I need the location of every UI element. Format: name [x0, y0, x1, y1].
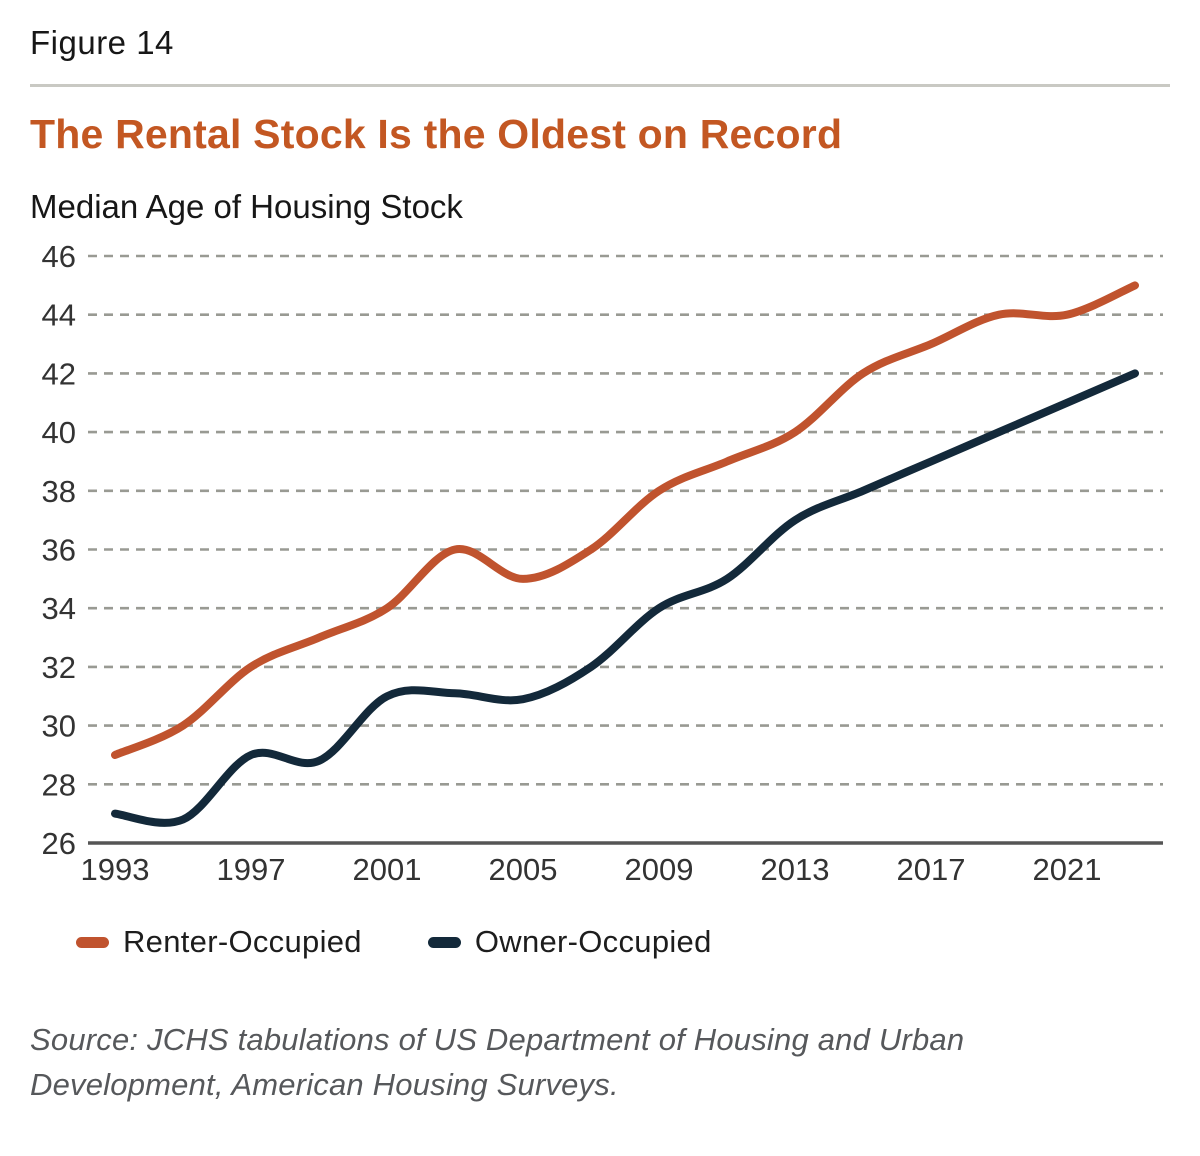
x-tick-label: 2013 [761, 852, 830, 887]
y-tick-label: 46 [42, 239, 76, 274]
figure-label: Figure 14 [30, 24, 174, 61]
y-tick-label: 40 [42, 415, 76, 450]
x-tick-label: 2017 [897, 852, 966, 887]
renter-line [111, 281, 1139, 759]
source-note: Source: JCHS tabulations of US Departmen… [30, 1022, 965, 1102]
renter-line-swatch-icon [76, 936, 109, 948]
x-tick-label: 2005 [489, 852, 558, 887]
legend: Renter-Occupied Owner-Occupied [76, 924, 1170, 960]
y-tick-label: 42 [42, 356, 76, 391]
line-chart: 26 28 30 32 34 36 38 40 42 44 46 1993 1997 2001 2005 20… [42, 239, 1163, 887]
x-tick-label: 1993 [81, 852, 150, 887]
y-tick-label: 44 [42, 298, 76, 333]
y-tick-label: 28 [42, 767, 76, 802]
legend-item-owner: Owner-Occupied [427, 924, 712, 960]
page: Figure 14 The Rental Stock Is the Oldest… [30, 24, 1170, 1102]
chart-title: The Rental Stock Is the Oldest on Record [30, 111, 843, 157]
legend-label-owner: Owner-Occupied [474, 924, 712, 959]
x-tick-label: 2021 [1033, 852, 1102, 887]
y-tick-label: 26 [42, 826, 76, 861]
x-tick-label: 2009 [625, 852, 694, 887]
y-tick-label: 38 [42, 474, 76, 509]
chart-subtitle: Median Age of Housing Stock [30, 188, 463, 225]
y-tick-label: 32 [42, 650, 76, 685]
owner-line [111, 369, 1139, 827]
y-tick-label: 30 [42, 709, 76, 744]
x-tick-label: 1997 [217, 852, 286, 887]
y-tick-label: 36 [42, 533, 76, 568]
legend-label-renter: Renter-Occupied [123, 924, 362, 959]
x-tick-label: 2001 [353, 852, 422, 887]
legend-item-renter: Renter-Occupied [76, 924, 362, 960]
y-tick-label: 34 [42, 591, 76, 626]
divider-line [30, 84, 1170, 87]
owner-line-swatch-icon [427, 936, 461, 948]
